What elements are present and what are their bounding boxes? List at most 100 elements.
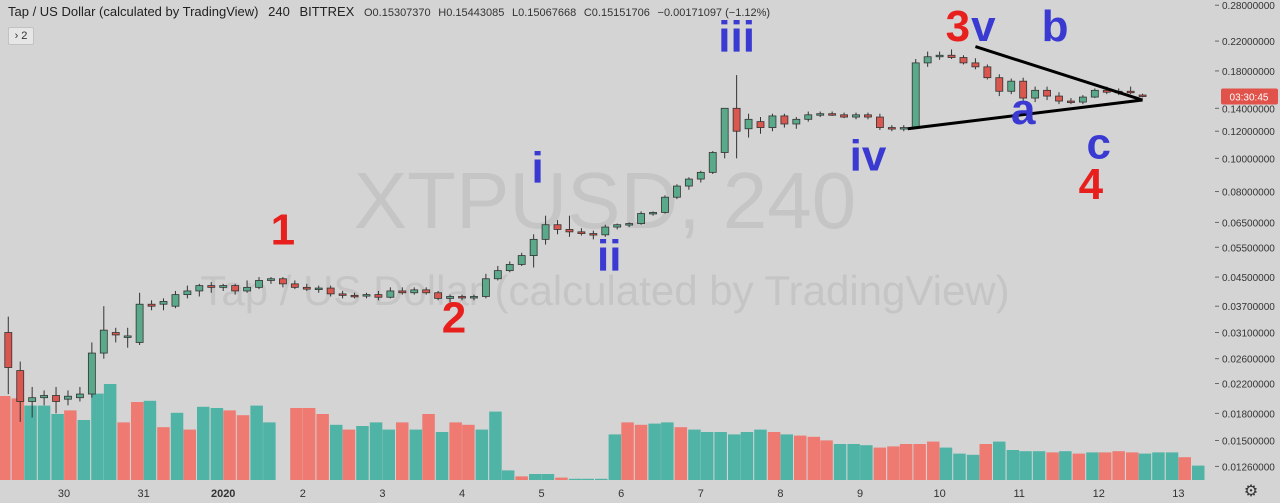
candle xyxy=(708,151,717,175)
candle-body xyxy=(16,370,25,402)
candle-body xyxy=(123,335,132,338)
candle xyxy=(625,222,634,228)
candle xyxy=(780,113,789,128)
candle xyxy=(350,292,359,299)
volume-bar xyxy=(1032,451,1046,480)
candle xyxy=(255,277,263,290)
volume-bar xyxy=(210,408,224,480)
candle-body xyxy=(255,280,263,288)
candle xyxy=(1031,86,1040,103)
volume-bar xyxy=(529,474,542,480)
candle xyxy=(267,277,275,284)
candle xyxy=(673,184,681,200)
volume-bar xyxy=(117,422,130,480)
candle xyxy=(768,113,777,132)
candle-body xyxy=(458,296,466,299)
candle-body xyxy=(159,301,168,305)
candle xyxy=(816,111,825,118)
current-price-badge: 03:30:45 xyxy=(1221,88,1278,105)
volume-bar xyxy=(170,412,184,480)
candle xyxy=(290,280,299,290)
volume-bar xyxy=(1165,452,1179,480)
volume-bar xyxy=(11,398,25,480)
price-tick-label: 0.14000000 xyxy=(1222,104,1275,115)
volume-bar xyxy=(820,440,833,480)
wave-label: a xyxy=(1011,85,1036,134)
candle xyxy=(852,112,860,120)
candle xyxy=(135,292,144,346)
candle xyxy=(159,298,168,311)
volume-bar xyxy=(0,396,11,480)
interval[interactable]: 240 xyxy=(268,4,290,19)
time-tick-label: 7 xyxy=(698,488,704,500)
candle-body xyxy=(649,212,657,215)
price-tick-label: 0.10000000 xyxy=(1222,154,1275,165)
wave-label: 4 xyxy=(1079,160,1104,209)
candle xyxy=(553,220,562,235)
candle-body xyxy=(601,226,610,236)
volume-bar xyxy=(899,444,913,480)
watermark-description: Tap / US Dollar (calculated by TradingVi… xyxy=(200,267,1009,314)
candle-body xyxy=(565,229,574,233)
volume-bar xyxy=(621,422,634,480)
price-tick-label: 0.02200000 xyxy=(1222,380,1275,391)
candle-body xyxy=(493,270,502,280)
price-axis[interactable]: 0.28000000 0.22000000 0.18000000 0.14000000… xyxy=(1215,0,1280,503)
volume-bar xyxy=(728,434,741,480)
candle-body xyxy=(732,107,741,132)
candle xyxy=(278,277,287,288)
candle xyxy=(16,361,25,422)
candle xyxy=(111,327,120,343)
candle xyxy=(52,386,60,414)
candle-body xyxy=(290,283,299,288)
candle xyxy=(99,306,108,359)
wave-label: i xyxy=(532,144,544,193)
candle-body xyxy=(959,57,968,64)
price-tick-label: 0.01500000 xyxy=(1222,436,1275,447)
candle xyxy=(481,273,490,299)
indicators-collapse-button[interactable]: › 2 xyxy=(8,27,34,45)
candle-body xyxy=(147,303,156,307)
price-tick-label: 0.01260000 xyxy=(1222,462,1275,473)
candle xyxy=(923,51,932,67)
candle xyxy=(744,113,753,138)
candle-body xyxy=(410,289,419,294)
candle xyxy=(410,287,419,295)
volume-bar xyxy=(64,410,77,480)
volume-bar xyxy=(422,414,435,480)
volume-bar xyxy=(1046,452,1059,480)
candle-body xyxy=(744,118,753,130)
candle-body xyxy=(434,292,443,299)
volume-bar xyxy=(290,408,303,480)
wave-label: c xyxy=(1087,119,1111,168)
gear-icon[interactable]: ⚙ xyxy=(1243,483,1259,500)
candle-body xyxy=(76,393,84,399)
candle-body xyxy=(935,54,944,58)
time-tick-label: 9 xyxy=(857,488,863,500)
candle xyxy=(720,107,729,159)
candle-body xyxy=(720,107,729,153)
time-tick-label: 8 xyxy=(777,488,783,500)
time-tick-label: 13 xyxy=(1172,488,1184,500)
wave-label: 3 xyxy=(946,2,970,51)
candle-body xyxy=(1090,89,1099,98)
candle-body xyxy=(231,285,240,292)
candle xyxy=(338,290,347,299)
time-axis[interactable]: 30 31 2020 2 3 4 5 6 7 8 9 10 11 12 13 xyxy=(0,482,1215,503)
time-tick-label: 2 xyxy=(300,488,306,500)
time-tick-label: 4 xyxy=(459,488,465,500)
time-tick-label: 2020 xyxy=(211,488,235,500)
price-tick-label: 0.04500000 xyxy=(1222,273,1275,284)
time-tick-label: 11 xyxy=(1013,488,1024,500)
candle xyxy=(517,252,526,266)
volume-bar xyxy=(927,441,940,480)
candle-body xyxy=(1031,89,1040,99)
candle xyxy=(398,287,407,295)
time-tick-label: 3 xyxy=(379,488,385,500)
volume-bar xyxy=(555,477,568,480)
volume-bar xyxy=(342,429,356,480)
volume-bar xyxy=(740,432,754,480)
candle-body xyxy=(708,152,717,173)
symbol-name[interactable]: Tap / US Dollar (calculated by TradingVi… xyxy=(8,4,259,19)
